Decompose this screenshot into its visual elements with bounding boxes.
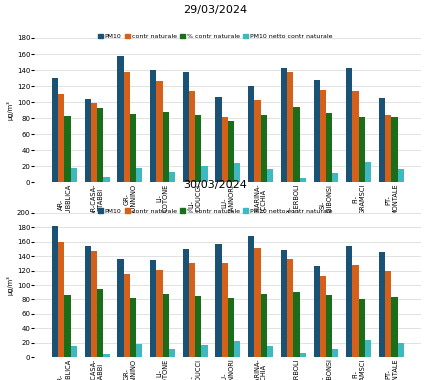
Bar	[71, 168, 77, 182]
Bar	[195, 296, 201, 357]
Bar	[385, 271, 391, 357]
Bar	[64, 116, 71, 182]
Bar	[228, 120, 234, 182]
Bar	[261, 294, 267, 357]
Bar	[287, 259, 293, 357]
Bar	[58, 242, 64, 357]
Bar	[332, 173, 338, 182]
Bar	[58, 94, 64, 182]
Bar	[130, 114, 136, 182]
Bar	[189, 263, 195, 357]
Bar	[117, 57, 123, 182]
Bar	[287, 73, 293, 182]
Bar	[346, 68, 353, 182]
Bar	[103, 353, 110, 357]
Bar	[281, 68, 287, 182]
Bar	[123, 72, 130, 182]
Bar	[326, 295, 332, 357]
Bar	[183, 249, 189, 357]
Bar	[228, 298, 234, 357]
Bar	[313, 80, 320, 182]
Bar	[215, 97, 222, 182]
Bar	[320, 276, 326, 357]
Bar	[52, 78, 58, 182]
Bar	[156, 81, 163, 182]
Bar	[267, 347, 273, 357]
Bar	[183, 73, 189, 182]
Bar	[353, 265, 359, 357]
Bar	[293, 292, 300, 357]
Bar	[91, 251, 97, 357]
Bar	[346, 246, 353, 357]
Bar	[136, 344, 142, 357]
Bar	[379, 252, 385, 357]
Bar	[385, 115, 391, 182]
Text: 29/03/2024: 29/03/2024	[183, 5, 247, 15]
Bar	[398, 169, 404, 182]
Bar	[234, 341, 240, 357]
Bar	[123, 274, 130, 357]
Bar	[195, 115, 201, 182]
Bar	[398, 344, 404, 357]
Bar	[163, 112, 169, 182]
Bar	[391, 117, 398, 182]
Legend: PM10, contr naturale, % contr naturale, PM10 netto contr naturale: PM10, contr naturale, % contr naturale, …	[98, 33, 332, 39]
Bar	[255, 248, 261, 357]
Bar	[169, 349, 175, 357]
Bar	[320, 90, 326, 182]
Bar	[353, 91, 359, 182]
Bar	[97, 108, 103, 182]
Bar	[255, 100, 261, 182]
Bar	[222, 117, 228, 182]
Bar	[326, 112, 332, 182]
Bar	[267, 169, 273, 182]
Legend: PM10, contr naturale, % contr naturale, PM10 netto contr naturale: PM10, contr naturale, % contr naturale, …	[98, 208, 332, 214]
Bar	[261, 115, 267, 182]
Bar	[365, 162, 371, 182]
Bar	[201, 345, 208, 357]
Bar	[313, 266, 320, 357]
Bar	[391, 297, 398, 357]
Bar	[130, 298, 136, 357]
Bar	[150, 70, 156, 182]
Bar	[91, 103, 97, 182]
Y-axis label: μg/m³: μg/m³	[7, 275, 14, 295]
Bar	[365, 340, 371, 357]
Bar	[85, 99, 91, 182]
Bar	[332, 349, 338, 357]
Bar	[71, 346, 77, 357]
Bar	[136, 168, 142, 182]
Bar	[201, 166, 208, 182]
Bar	[248, 236, 255, 357]
Bar	[103, 177, 110, 182]
Bar	[300, 353, 306, 357]
Bar	[64, 295, 71, 357]
Bar	[234, 163, 240, 182]
Bar	[300, 177, 306, 182]
Bar	[359, 299, 365, 357]
Bar	[163, 294, 169, 357]
Bar	[379, 98, 385, 182]
Text: 30/03/2024: 30/03/2024	[183, 180, 247, 190]
Bar	[222, 263, 228, 357]
Bar	[52, 226, 58, 357]
Bar	[215, 244, 222, 357]
Bar	[189, 91, 195, 182]
Bar	[248, 86, 255, 182]
Bar	[293, 107, 300, 182]
Bar	[169, 172, 175, 182]
Bar	[281, 250, 287, 357]
Y-axis label: μg/m³: μg/m³	[7, 100, 14, 120]
Bar	[85, 246, 91, 357]
Bar	[359, 117, 365, 182]
Bar	[156, 270, 163, 357]
Bar	[117, 259, 123, 357]
Bar	[150, 260, 156, 357]
Bar	[97, 289, 103, 357]
